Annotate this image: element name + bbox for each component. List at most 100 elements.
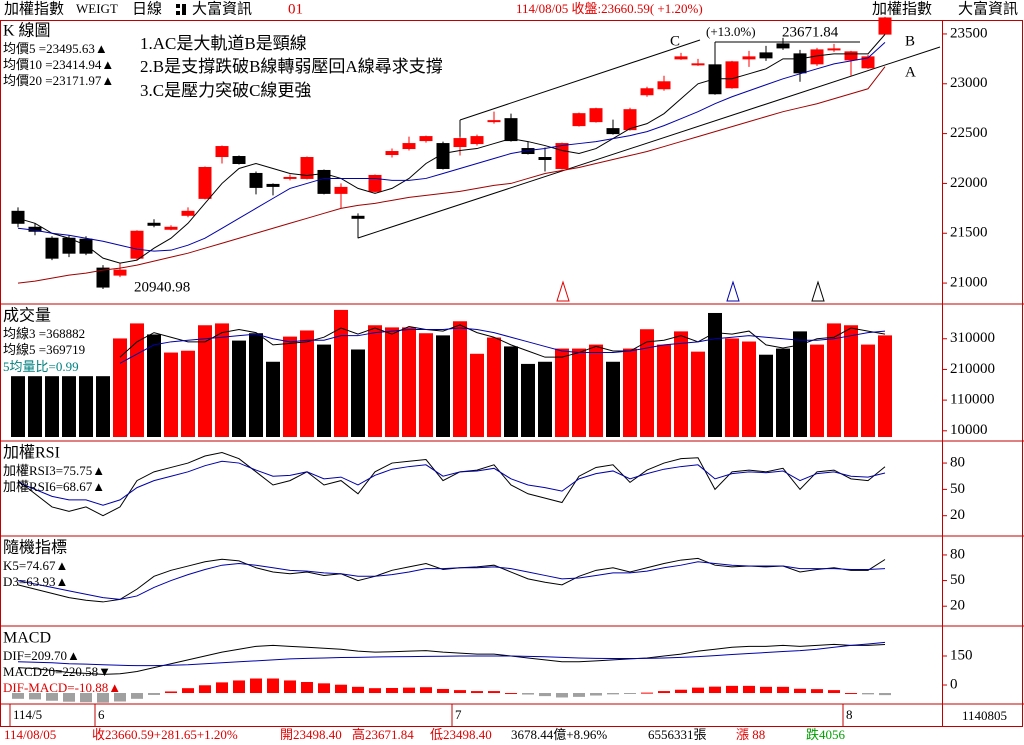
series-line xyxy=(17,34,886,264)
histogram-bar xyxy=(301,681,313,694)
status-up: 漲 88 xyxy=(736,727,765,742)
candle-body xyxy=(198,166,212,199)
histogram-bar xyxy=(12,693,24,699)
volume-ratio: 5均量比=0.99 xyxy=(3,359,79,374)
histogram-bar xyxy=(726,685,738,694)
candle-body xyxy=(674,56,688,60)
signal-marker xyxy=(811,280,825,302)
histogram-bar xyxy=(471,691,483,694)
candle-body xyxy=(249,172,263,188)
annotation: B xyxy=(905,33,915,49)
histogram-bar xyxy=(386,687,398,694)
status-down: 跌4056 xyxy=(806,727,846,742)
volume-bar xyxy=(674,331,688,437)
candle-body xyxy=(11,210,25,224)
candle-body xyxy=(317,169,331,194)
candle-body xyxy=(96,267,110,288)
volume-bar xyxy=(827,323,841,437)
header-number: 01 xyxy=(288,1,303,17)
volume-bar xyxy=(640,329,654,437)
y-tick-label: 80 xyxy=(950,546,965,562)
y-tick-label: 310000 xyxy=(950,330,995,346)
volume-bar xyxy=(130,323,144,437)
candle-body xyxy=(402,143,416,150)
histogram-bar xyxy=(624,693,636,695)
y-tick-label: 22500 xyxy=(950,125,988,141)
annotation: C xyxy=(670,33,680,49)
histogram-bar xyxy=(46,693,58,701)
histogram-bar xyxy=(811,689,823,694)
histogram-bar xyxy=(420,687,432,694)
volume-bar xyxy=(334,309,348,437)
annotation: 23671.84 xyxy=(782,24,839,40)
histogram-bar xyxy=(165,691,177,694)
legend-entry: 均線3 =368882 xyxy=(3,326,85,341)
icon xyxy=(182,4,186,15)
date-label: 7 xyxy=(455,707,462,722)
series-line xyxy=(17,561,886,600)
icon xyxy=(176,11,180,15)
frame-border xyxy=(0,20,1023,727)
status-low: 低23498.40 xyxy=(430,727,492,742)
volume-bar xyxy=(589,344,603,437)
histogram-bar xyxy=(63,693,75,702)
histogram-bar xyxy=(590,693,602,696)
histogram-bar xyxy=(828,690,840,694)
legend-entry: 均線5 =369719 xyxy=(3,342,85,357)
histogram-bar xyxy=(522,693,534,695)
status-close: 收23660.59+281.65+1.20% xyxy=(92,727,238,742)
histogram-bar xyxy=(97,693,109,703)
histogram-bar xyxy=(709,686,721,694)
volume-bar xyxy=(147,334,161,437)
header-source: 大富資訊 xyxy=(192,0,252,17)
date-label: 6 xyxy=(98,707,105,722)
y-tick-label: 110000 xyxy=(950,392,994,408)
histogram-bar xyxy=(80,693,92,703)
legend-entry: DIF-MACD=-10.88▲ xyxy=(3,680,121,695)
candle-body xyxy=(759,52,773,59)
volume-bar xyxy=(691,351,705,437)
status-amount: 3678.44億+8.96% xyxy=(511,727,607,742)
panel-title: 加權RSI xyxy=(3,444,60,462)
histogram-bar xyxy=(675,689,687,694)
header-title: 加權指數 xyxy=(4,0,64,17)
histogram-bar xyxy=(845,693,857,695)
candle-body xyxy=(351,215,365,219)
volume-bar xyxy=(844,325,858,437)
status-high: 高23671.84 xyxy=(352,727,414,742)
header-code: WEIGT xyxy=(76,1,118,16)
signal-marker xyxy=(726,280,740,302)
volume-bar xyxy=(742,341,756,437)
candle-body xyxy=(266,183,280,187)
panel-title: K 線圖 xyxy=(3,22,51,40)
annotation: (+13.0%) xyxy=(706,24,756,39)
histogram-bar xyxy=(454,690,466,694)
series-line xyxy=(17,460,886,506)
volume-bar xyxy=(198,325,212,437)
histogram-bar xyxy=(216,682,228,694)
volume-bar xyxy=(402,327,416,437)
candle-body xyxy=(113,269,127,276)
volume-bar xyxy=(470,353,484,437)
candle-body xyxy=(555,143,569,169)
volume-bar xyxy=(419,333,433,437)
y-tick-label: 23000 xyxy=(950,75,988,91)
histogram-bar xyxy=(573,693,585,697)
annotation: 20940.98 xyxy=(134,279,190,295)
histogram-bar xyxy=(318,683,330,694)
candle-body xyxy=(640,88,654,96)
series-line xyxy=(17,42,886,252)
y-tick-label: 150 xyxy=(950,647,973,663)
annotation: 3.C是壓力突破C線更強 xyxy=(140,81,311,100)
status-open: 開23498.40 xyxy=(280,727,342,742)
series-line xyxy=(119,327,886,364)
histogram-bar xyxy=(233,680,245,694)
volume-bar xyxy=(504,346,518,437)
candle-body xyxy=(776,43,790,49)
date-axis-end: 1140805 xyxy=(962,708,1007,723)
candle-body xyxy=(283,176,297,179)
series-line xyxy=(119,324,886,358)
histogram-bar xyxy=(199,685,211,694)
legend-entry: MACD20=220.58▼ xyxy=(3,664,111,679)
